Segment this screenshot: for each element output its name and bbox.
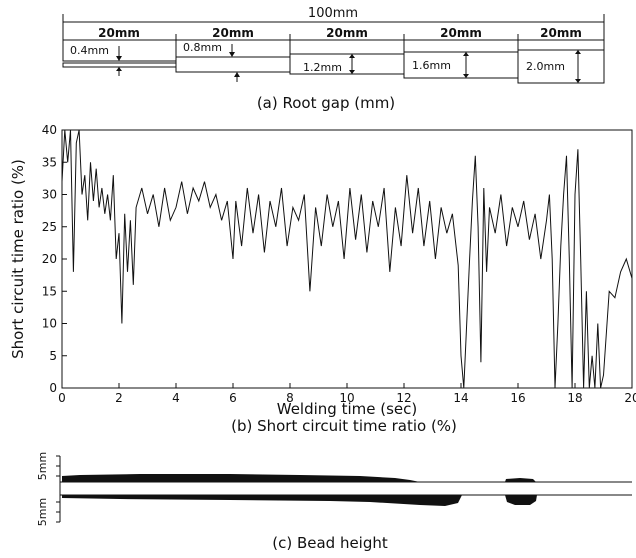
plate-segment xyxy=(289,39,405,55)
x-tick-label: 16 xyxy=(510,391,525,405)
x-tick-label: 8 xyxy=(286,391,294,405)
x-tick-label: 2 xyxy=(115,391,123,405)
panel-a-caption: (a) Root gap (mm) xyxy=(257,94,395,112)
y-tick-label: 35 xyxy=(42,155,57,169)
gap-label: 1.6mm xyxy=(412,59,451,72)
plate-segment xyxy=(517,39,605,51)
y-tick-label: 25 xyxy=(42,220,57,234)
gap-label: 0.4mm xyxy=(70,44,109,57)
top-bead xyxy=(62,474,420,482)
segment-length-label: 20mm xyxy=(540,26,582,40)
x-tick-label: 0 xyxy=(58,391,66,405)
x-tick-label: 18 xyxy=(567,391,582,405)
y-tick-label: 30 xyxy=(42,188,57,202)
x-tick-label: 6 xyxy=(229,391,237,405)
y-tick-label: 5 xyxy=(49,349,57,363)
bead-segment xyxy=(505,495,537,505)
x-tick-label: 4 xyxy=(172,391,180,405)
back-bead xyxy=(62,495,462,506)
segment-length-label: 20mm xyxy=(212,26,254,40)
x-axis-label: Welding time (sec) xyxy=(277,400,418,418)
plate-segment xyxy=(517,49,605,84)
y-tick-label: 15 xyxy=(42,284,57,298)
bead-scale-top: 5mm xyxy=(36,452,49,480)
root-gap-diagram: 100mm 20mm 20mm 20mm 20mm 20mm 0.4mm 0.8… xyxy=(62,6,605,112)
chart-title: (b) Short circuit time ratio (%) xyxy=(231,417,457,435)
total-length-label: 100mm xyxy=(308,6,358,21)
gap-label: 2.0mm xyxy=(526,60,565,73)
x-axis-ticks: 0 2 4 6 8 10 12 14 16 18 20 xyxy=(58,383,636,405)
short-circuit-chart: 0 5 10 15 20 25 30 35 40 0 2 4 6 8 10 12 14 16 18 20 Short… xyxy=(9,123,636,435)
segment-length-label: 20mm xyxy=(98,26,140,40)
series-line xyxy=(61,129,633,389)
bead-segment xyxy=(505,478,536,482)
bead-scale-bottom: 5mm xyxy=(36,498,49,526)
x-tick-label: 20 xyxy=(624,391,636,405)
segment-length-label: 20mm xyxy=(440,26,482,40)
x-tick-label: 12 xyxy=(396,391,411,405)
panel-c-caption: (c) Bead height xyxy=(272,534,388,552)
gap-label: 0.8mm xyxy=(183,41,222,54)
y-axis-label: Short circuit time ratio (%) xyxy=(9,159,27,359)
segment-length-label: 20mm xyxy=(326,26,368,40)
plate-segment xyxy=(403,39,519,53)
bead-height-plot: 5mm 5mm (c) Bead height xyxy=(36,452,632,552)
plot-frame xyxy=(61,129,633,389)
y-tick-label: 20 xyxy=(42,252,57,266)
plate-segment xyxy=(62,62,177,68)
x-tick-label: 14 xyxy=(453,391,468,405)
y-axis-ticks: 0 5 10 15 20 25 30 35 40 xyxy=(42,123,67,395)
gap-label: 1.2mm xyxy=(303,61,342,74)
y-tick-label: 40 xyxy=(42,123,57,137)
y-tick-label: 10 xyxy=(42,317,57,331)
x-tick-label: 10 xyxy=(339,391,354,405)
plate-segment xyxy=(175,56,291,73)
y-tick-label: 0 xyxy=(49,381,57,395)
